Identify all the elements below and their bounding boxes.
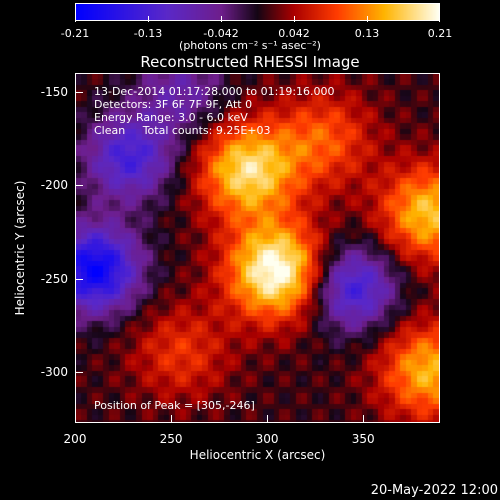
colorbar-tick-label: -0.13 (133, 27, 163, 40)
heatmap-image (76, 74, 439, 422)
y-tick-label: -200 (40, 178, 68, 193)
colorbar-tick-mark (439, 16, 440, 22)
colorbar-tick-label: 0.042 (278, 27, 310, 40)
x-tick-mark (363, 415, 365, 423)
y-axis-label: Heliocentric Y (arcsec) (13, 180, 27, 316)
x-tick-mark (267, 415, 269, 423)
colorbar-tick-mark (367, 16, 368, 22)
x-tick-label: 300 (255, 432, 279, 446)
info-detectors: Detectors: 3F 6F 7F 9F, Att 0 (94, 98, 253, 111)
peak-position-label: Position of Peak = [305,-246] (94, 399, 255, 412)
x-tick-label: 350 (351, 432, 375, 446)
x-tick-mark (171, 415, 173, 423)
y-tick-label: -250 (40, 271, 68, 286)
colorbar-tick-label: -0.042 (203, 27, 239, 40)
x-tick-label: 250 (159, 432, 183, 446)
y-tick-mark (75, 278, 83, 280)
plot-area: 13-Dec-2014 01:17:28.000 to 01:19:16.000… (75, 73, 440, 423)
chart-title: Reconstructed RHESSI Image (140, 53, 360, 71)
colorbar-tick-mark (294, 16, 295, 22)
colorbar (75, 3, 440, 21)
colorbar-tick-mark (148, 16, 149, 22)
y-tick-mark (75, 372, 83, 374)
x-tick-label: 200 (63, 432, 87, 446)
info-energy-range: Energy Range: 3.0 - 6.0 keV (94, 111, 248, 124)
info-time-range: 13-Dec-2014 01:17:28.000 to 01:19:16.000 (94, 85, 335, 98)
y-tick-label: -150 (40, 84, 68, 99)
y-tick-label: -300 (40, 365, 68, 380)
colorbar-tick-mark (75, 16, 76, 22)
colorbar-unit-label: (photons cm⁻² s⁻¹ asec⁻²) (179, 39, 321, 52)
info-total-counts: Clean Total counts: 9.25E+03 (94, 124, 271, 137)
y-tick-mark (75, 91, 83, 93)
x-tick-mark (75, 415, 76, 423)
y-tick-mark (75, 185, 83, 187)
colorbar-tick-label: 0.13 (354, 27, 380, 40)
colorbar-tick-label: -0.21 (60, 27, 90, 40)
x-axis-label: Heliocentric X (arcsec) (189, 448, 326, 462)
date-stamp: 20-May-2022 12:00 (370, 483, 498, 498)
colorbar-tick-mark (221, 16, 222, 22)
colorbar-tick-label: 0.21 (427, 27, 453, 40)
